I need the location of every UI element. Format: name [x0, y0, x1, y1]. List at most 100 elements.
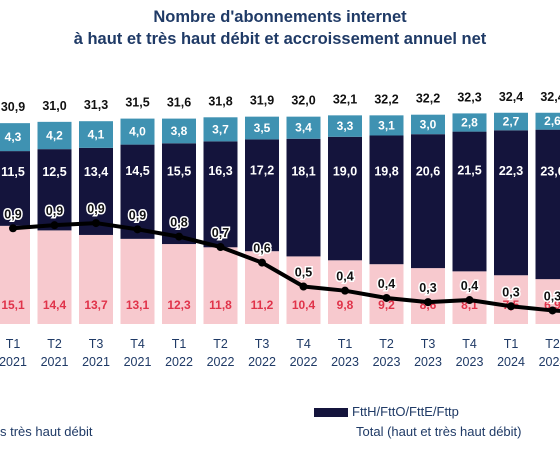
x-tick-year-4: 2022: [165, 355, 193, 369]
total-label-6: 31,9: [250, 94, 274, 108]
bar-segment-1-1: [37, 149, 72, 231]
x-tick-quarter-12: T1: [504, 337, 519, 351]
total-label-4: 31,6: [167, 96, 191, 110]
bar-segment-0-13: [535, 279, 560, 324]
bar-segment-1-13: [535, 129, 560, 280]
total-label-13: 32,4: [540, 90, 560, 104]
x-tick-quarter-6: T3: [255, 337, 270, 351]
x-tick-quarter-4: T1: [172, 337, 187, 351]
line-label-0: 0,9: [4, 207, 21, 221]
line-label-3: 0,9: [129, 208, 146, 222]
x-tick-quarter-1: T2: [47, 337, 62, 351]
x-tick-year-12: 2024: [497, 355, 525, 369]
bar-segment-2-1: [37, 121, 72, 150]
bar-segment-1-9: [369, 135, 404, 265]
data-label-series1-8: 19,0: [333, 164, 357, 178]
line-point-9: [382, 293, 391, 302]
bar-segment-0-3: [120, 238, 155, 324]
data-label-series1-7: 18,1: [291, 165, 315, 179]
line-label-7: 0,5: [295, 266, 312, 280]
legend-ftth-swatch: [314, 408, 348, 418]
total-label-9: 32,2: [374, 92, 398, 106]
data-label-series2-6: 3,5: [254, 121, 271, 135]
x-tick-year-8: 2023: [331, 355, 359, 369]
bar-segment-0-5: [203, 247, 238, 324]
x-tick-quarter-5: T2: [213, 337, 228, 351]
bar-segment-2-5: [203, 117, 238, 142]
data-label-series2-7: 3,4: [295, 121, 312, 135]
x-tick-quarter-8: T1: [338, 337, 353, 351]
line-label-12: 0,3: [502, 285, 519, 299]
total-label-0: 30,9: [1, 100, 25, 114]
bar-segment-2-10: [411, 114, 445, 135]
x-tick-year-1: 2021: [41, 355, 69, 369]
data-label-series0-3: 13,1: [126, 298, 150, 312]
x-tick-quarter-2: T3: [89, 337, 104, 351]
line-point-3: [133, 225, 142, 234]
data-label-series1-12: 22,3: [499, 164, 523, 178]
bar-segment-2-0: [0, 123, 30, 152]
x-tick-year-6: 2022: [248, 355, 276, 369]
bar-segment-1-7: [286, 138, 321, 257]
line-point-2: [92, 219, 100, 228]
x-tick-year-0: 2021: [0, 355, 27, 369]
bar-segment-0-2: [79, 234, 113, 324]
total-label-5: 31,8: [208, 94, 232, 108]
x-tick-year-7: 2022: [290, 355, 318, 369]
line-point-0: [9, 224, 17, 233]
total-label-11: 32,3: [457, 90, 481, 104]
legend-ftth: FttH/FttO/FttE/Fttp: [314, 404, 459, 419]
line-label-8: 0,4: [336, 270, 353, 284]
x-tick-quarter-13: T2: [545, 337, 560, 351]
line-label-4: 0,8: [170, 216, 187, 230]
bar-segment-2-9: [369, 115, 404, 136]
bar-segment-1-0: [0, 151, 30, 226]
chart-title-line-1: Nombre d'abonnements internet: [153, 8, 407, 26]
x-tick-year-13: 2024: [539, 355, 560, 369]
data-label-series2-0: 4,3: [5, 130, 22, 144]
data-label-series0-6: 11,2: [251, 298, 274, 312]
line-label-13: 0,3: [544, 289, 560, 303]
bar-segment-2-2: [79, 121, 113, 148]
line-point-8: [341, 286, 349, 295]
bar-segment-0-10: [411, 268, 445, 324]
line-label-11: 0,4: [461, 279, 478, 293]
x-tick-quarter-7: T4: [296, 337, 311, 351]
data-label-series1-4: 15,5: [167, 165, 191, 179]
line-point-4: [175, 232, 183, 241]
data-label-series0-0: 15,1: [1, 298, 25, 312]
data-label-series2-8: 3,3: [337, 119, 354, 133]
legend-total: Total (haut et très haut débit): [356, 424, 521, 439]
bar-segment-2-6: [245, 116, 279, 140]
x-tick-year-2: 2021: [82, 355, 110, 369]
bar-segment-2-11: [452, 113, 487, 132]
data-label-series0-9: 9,2: [378, 298, 395, 312]
bar-segment-1-12: [494, 130, 528, 276]
x-tick-quarter-3: T4: [130, 337, 145, 351]
x-tick-quarter-10: T3: [421, 337, 436, 351]
line-label-10: 0,3: [419, 281, 436, 295]
bar-segment-2-13: [535, 112, 560, 130]
bar-segment-1-8: [328, 136, 362, 261]
line-point-5: [216, 243, 225, 251]
bar-segment-2-7: [286, 116, 321, 139]
bar-segment-1-11: [452, 131, 487, 272]
data-label-series0-4: 12,3: [167, 298, 191, 312]
line-label-1: 0,9: [46, 204, 63, 218]
data-label-series2-2: 4,1: [88, 128, 105, 142]
bar-segment-2-3: [120, 118, 155, 145]
line-point-12: [507, 302, 515, 311]
bar-segment-0-0: [0, 225, 30, 324]
bar-segment-1-10: [411, 134, 445, 269]
chart-title-line-2: à haut et très haut débit et accroisseme…: [73, 30, 487, 48]
x-tick-year-5: 2022: [207, 355, 235, 369]
data-label-series0-7: 10,4: [292, 298, 316, 312]
legend-tres-haut-debit-label: s très haut débit: [0, 424, 93, 439]
data-label-series1-11: 21,5: [457, 164, 481, 178]
x-tick-quarter-0: T1: [6, 337, 21, 351]
bar-segment-2-8: [328, 115, 362, 137]
line-label-6: 0,6: [253, 242, 270, 256]
data-label-series1-10: 20,6: [416, 165, 440, 179]
bar-segment-0-4: [162, 244, 196, 324]
total-label-12: 32,4: [499, 90, 523, 104]
